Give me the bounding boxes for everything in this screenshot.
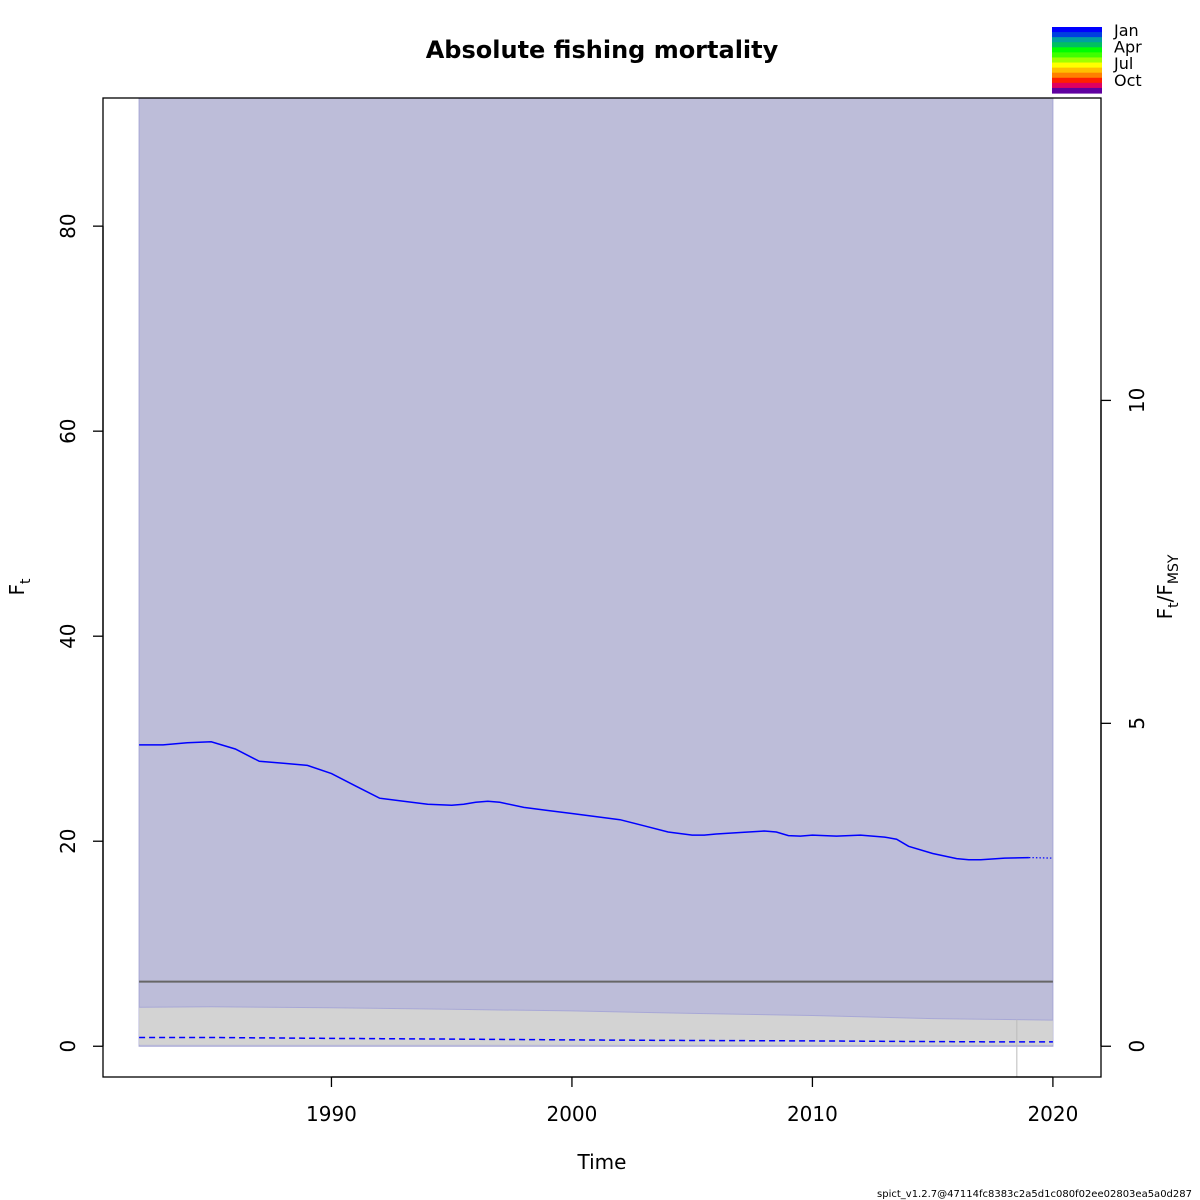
legend-color-swatch [1052,37,1102,43]
y-tick-label: 40 [56,623,80,648]
legend-color-swatch [1052,57,1102,64]
legend-color-swatch [1052,72,1102,79]
legend-color-swatch [1052,32,1102,38]
x-axis-title: Time [577,1150,627,1174]
y-right-tick-label: 10 [1125,388,1149,413]
x-tick-label: 2020 [1027,1102,1078,1126]
y-tick-label: 60 [56,418,80,443]
legend-color-swatch [1052,27,1102,33]
series-estimate-lower-line [139,1036,1053,1043]
chart-title: Absolute fishing mortality [426,36,779,64]
y-axis-title: Ft [5,578,34,596]
series-prediction-line [1028,857,1053,859]
legend-color-swatch [1052,62,1102,69]
series-estimate-line [139,741,1029,861]
y-tick-label: 0 [56,1040,80,1053]
y-axis-title-sub: t [18,578,34,584]
y-right-tick-label: 5 [1125,717,1149,730]
x-tick-label: 1990 [306,1102,357,1126]
legend-color-swatch [1052,87,1102,94]
footer-version: spict_v1.2.7@47114fc8383c2a5d1c080f02ee0… [877,1189,1192,1200]
y-right-axis-title-sub2: MSY [1166,554,1182,584]
x-tick-label: 2000 [546,1102,597,1126]
legend-color-swatch [1052,67,1102,74]
y-right-axis-title: Ft/FMSY [1153,554,1182,619]
y-right-axis-title-sep: /F [1153,584,1177,602]
x-tick-label: 2010 [787,1102,838,1126]
legend-label: Jul [1113,54,1133,73]
y-right-axis-title-sub: t [1166,602,1182,608]
y-tick-label: 80 [56,213,80,238]
legend-color-swatch [1052,42,1102,48]
ci-band [138,97,1054,1047]
y-right-axis-title-main: F [1153,608,1177,620]
legend-color-swatch [1052,77,1102,84]
legend-color-swatch [1052,82,1102,89]
legend-label: Apr [1114,38,1142,57]
y-right-tick-label: 0 [1125,1040,1149,1053]
y-tick-label: 20 [56,828,80,853]
legend-label: Oct [1114,71,1142,90]
y-axis-title-main: F [5,584,29,596]
legend-label: Jan [1113,21,1139,40]
legend-color-swatch [1052,47,1102,53]
legend-color-swatch [1052,52,1102,59]
fmsy-band-upper-line [139,1006,1053,1021]
